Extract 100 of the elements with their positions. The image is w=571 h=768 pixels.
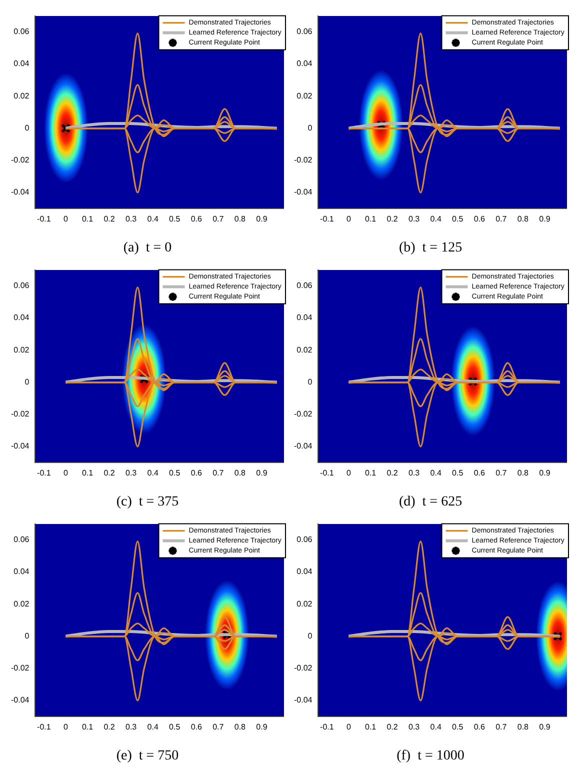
x-tick-label: 0 (346, 722, 352, 732)
x-tick-label: 0.2 (104, 214, 116, 224)
y-tick-label: -0.02 (294, 156, 313, 165)
x-tick-label: 0.1 (364, 722, 377, 732)
y-tick-label: 0.06 (296, 281, 313, 290)
y-tick-label: 0.02 (296, 345, 313, 354)
x-tick-label: 0.1 (82, 722, 94, 732)
x-tick-label: 0.7 (212, 722, 224, 732)
x-tick-label: 0.2 (386, 214, 398, 224)
x-tick-label: 0.4 (147, 214, 159, 224)
text: (a) t = 0 (123, 240, 172, 256)
x-tick-label: 0.2 (386, 468, 398, 478)
x-tick-label: 0.7 (212, 468, 224, 478)
x-tick-label: 0.8 (234, 468, 246, 478)
x-tick-label: 0.3 (125, 722, 138, 732)
y-tick-label: 0.04 (296, 567, 313, 576)
x-tick-label: 0.8 (517, 214, 530, 224)
x-tick-label: 0.3 (125, 468, 138, 478)
y-tick-label: 0.04 (296, 313, 313, 322)
x-tick-label: 0.5 (452, 722, 464, 732)
x-tick-label: 0.1 (364, 468, 377, 478)
text: (b) t = 125 (398, 240, 462, 256)
y-tick-label: 0.02 (296, 599, 313, 608)
text: (e) t = 750 (116, 748, 179, 764)
y-tick-label: 0.02 (14, 91, 30, 100)
x-tick-label: 0 (346, 468, 352, 478)
x-tick-label: 0.3 (408, 214, 420, 224)
x-tick-label: 0.9 (539, 468, 551, 478)
x-tick-label: 0.6 (474, 214, 486, 224)
y-tick-label: 0.06 (14, 281, 30, 290)
x-tick-label: 0.2 (104, 722, 116, 732)
y-tick-label: -0.02 (11, 664, 30, 673)
x-tick-label: 0.5 (452, 468, 464, 478)
x-tick-label: 0.4 (430, 722, 442, 732)
x-tick-label: -0.1 (37, 214, 52, 224)
x-tick-label: 0.8 (234, 214, 246, 224)
y-tick-label: -0.04 (11, 188, 30, 197)
x-tick-label: 0 (63, 214, 68, 224)
x-tick-label: -0.1 (37, 722, 52, 732)
x-tick-label: 0.9 (539, 214, 551, 224)
x-tick-label: 0.1 (364, 214, 377, 224)
x-tick-label: 0.2 (104, 468, 116, 478)
y-tick-label: 0 (308, 123, 313, 132)
y-tick-label: -0.04 (294, 442, 313, 451)
y-tick-label: -0.04 (294, 696, 313, 705)
x-tick-label: 0.5 (452, 214, 464, 224)
y-tick-label: -0.02 (11, 410, 30, 419)
x-tick-label: 0.8 (517, 722, 530, 732)
x-tick-label: 0.4 (147, 722, 159, 732)
x-tick-label: 0 (63, 468, 68, 478)
x-tick-label: 0.5 (169, 722, 181, 732)
x-tick-label: 0.4 (430, 214, 442, 224)
text: (d) t = 625 (398, 494, 462, 510)
y-tick-label: 0.06 (296, 27, 313, 36)
x-tick-label: 0.9 (256, 722, 268, 732)
x-tick-label: 0.6 (474, 468, 486, 478)
y-tick-label: 0.02 (14, 345, 30, 354)
x-tick-label: 0.7 (212, 214, 224, 224)
x-tick-label: 0.6 (190, 722, 202, 732)
y-tick-label: -0.04 (294, 188, 313, 197)
y-tick-label: 0.04 (14, 567, 30, 576)
x-tick-label: 0.2 (386, 722, 398, 732)
y-tick-label: 0 (308, 631, 313, 640)
y-tick-label: 0 (308, 377, 313, 386)
y-tick-label: -0.02 (11, 156, 30, 165)
x-tick-label: 0.6 (190, 468, 202, 478)
x-tick-label: 0.4 (430, 468, 442, 478)
x-tick-label: 0.7 (496, 722, 508, 732)
x-tick-label: -0.1 (320, 722, 334, 732)
x-tick-label: 0 (346, 214, 352, 224)
x-tick-label: 0.9 (256, 468, 268, 478)
y-tick-label: 0.04 (296, 59, 313, 68)
y-tick-label: 0 (24, 377, 30, 386)
x-tick-label: 0.8 (517, 468, 530, 478)
x-tick-label: 0.9 (256, 214, 268, 224)
y-tick-label: 0.02 (296, 91, 313, 100)
x-tick-label: 0.6 (190, 214, 202, 224)
y-tick-label: 0 (24, 631, 30, 640)
y-tick-label: -0.04 (11, 696, 30, 705)
x-tick-label: 0.5 (169, 214, 181, 224)
text: (c) t = 375 (116, 494, 179, 510)
y-tick-label: 0.06 (14, 535, 30, 544)
x-tick-label: 0.7 (496, 468, 508, 478)
x-tick-label: 0.5 (169, 468, 181, 478)
x-tick-label: 0.4 (147, 468, 159, 478)
x-tick-label: -0.1 (320, 468, 334, 478)
x-tick-label: 0.3 (408, 722, 420, 732)
y-tick-label: 0.04 (14, 59, 30, 68)
x-tick-label: 0.8 (234, 722, 246, 732)
x-tick-label: -0.1 (37, 468, 52, 478)
x-tick-label: 0.7 (496, 214, 508, 224)
x-tick-label: 0.9 (539, 722, 551, 732)
x-tick-label: 0.1 (82, 468, 94, 478)
x-tick-label: 0.1 (82, 214, 94, 224)
y-tick-label: 0 (24, 123, 30, 132)
y-tick-label: 0.06 (14, 27, 30, 36)
x-tick-label: 0.6 (474, 722, 486, 732)
text: (f) t = 1000 (396, 748, 464, 764)
y-tick-label: 0.04 (14, 313, 30, 322)
x-tick-label: 0 (63, 722, 68, 732)
